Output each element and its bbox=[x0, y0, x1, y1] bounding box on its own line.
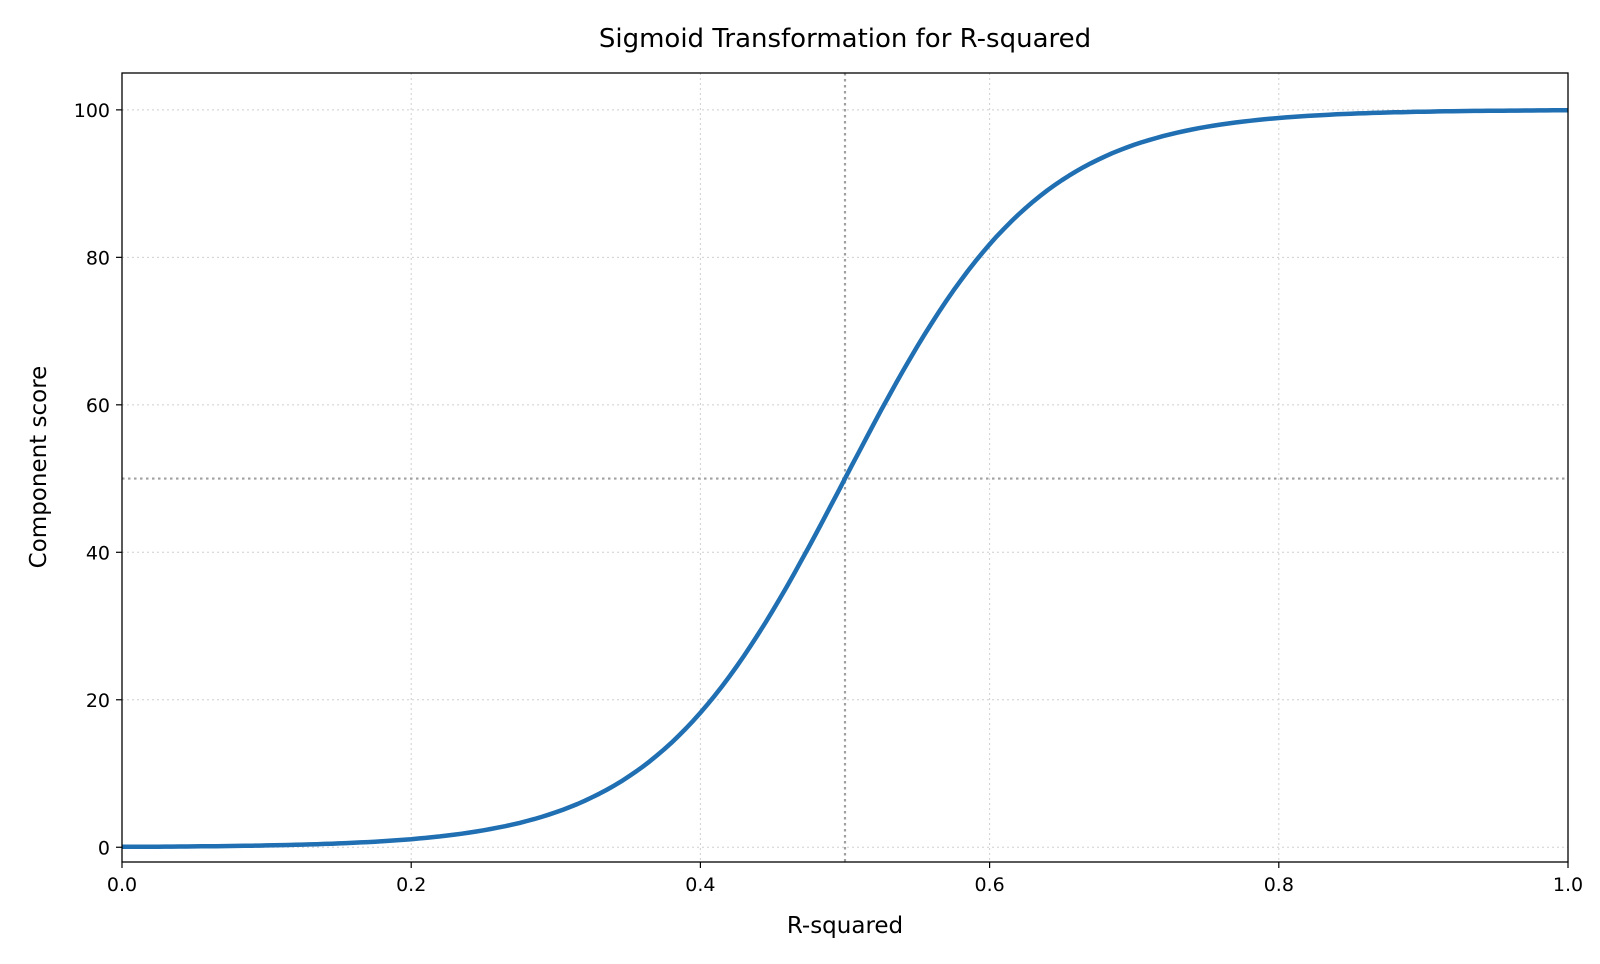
y-ticks: 0 20 40 60 80 100 bbox=[74, 100, 122, 859]
x-ticks: 0.0 0.2 0.4 0.6 0.8 1.0 bbox=[107, 862, 1583, 896]
series-line bbox=[122, 108, 1568, 850]
chart-title: Sigmoid Transformation for R-squared bbox=[599, 24, 1091, 54]
series-layer bbox=[122, 108, 1568, 850]
plot-frame bbox=[121, 72, 1569, 863]
x-tick-label: 0.0 bbox=[107, 874, 137, 896]
y-tick-label: 0 bbox=[98, 837, 110, 859]
y-tick-label: 100 bbox=[74, 100, 110, 122]
x-axis-label: R-squared bbox=[787, 913, 903, 939]
x-tick-label: 1.0 bbox=[1553, 874, 1583, 896]
y-axis-label: Component score bbox=[26, 366, 52, 569]
x-tick-label: 0.4 bbox=[685, 874, 715, 896]
x-tick-label: 0.6 bbox=[974, 874, 1004, 896]
grid bbox=[121, 73, 1569, 862]
y-tick-label: 20 bbox=[86, 690, 110, 712]
x-tick-label: 0.2 bbox=[396, 874, 426, 896]
y-tick-label: 40 bbox=[86, 542, 110, 564]
x-tick-label: 0.8 bbox=[1264, 874, 1294, 896]
y-tick-label: 80 bbox=[86, 247, 110, 269]
y-tick-label: 60 bbox=[86, 395, 110, 417]
reference-lines bbox=[122, 73, 1568, 862]
